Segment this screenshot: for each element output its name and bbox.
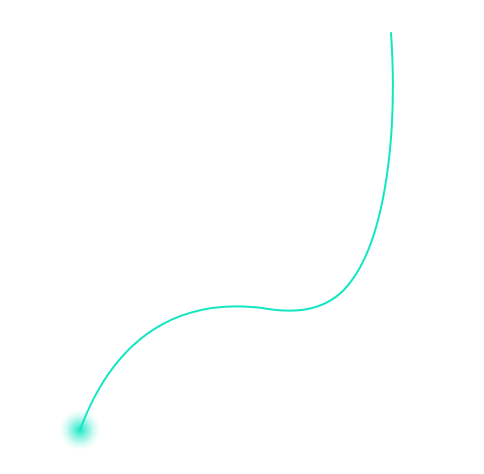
decorative-curve-line bbox=[79, 32, 394, 431]
